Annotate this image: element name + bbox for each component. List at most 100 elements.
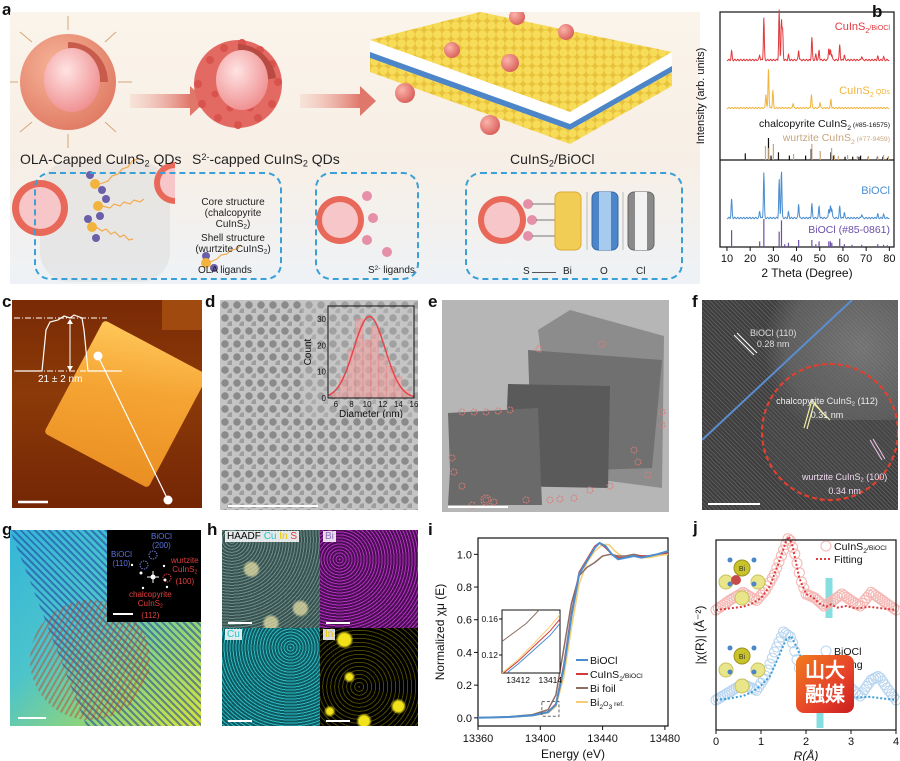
inset-curve xyxy=(506,623,560,673)
ola-ligands-label: OLA ligands xyxy=(198,265,252,276)
scale-bar xyxy=(228,622,252,624)
panel-label-g: g xyxy=(2,520,13,539)
scan-end-marker xyxy=(163,495,173,505)
coordination-structure-icon: Bi xyxy=(718,645,766,694)
legend-label: CuInS2/BiOCl xyxy=(834,541,887,555)
biocl-nanosheet-icon xyxy=(370,9,672,144)
wurtzite-100-spot-label: wurtzite CuInS2 (100) xyxy=(171,556,199,587)
cu-map: Cu xyxy=(222,628,320,726)
x-tick-label: 40 xyxy=(790,253,802,265)
scan-start-marker xyxy=(93,351,103,361)
panel-label-j: j xyxy=(693,518,698,537)
x-axis-title: Energy (eV) xyxy=(541,747,605,761)
panel-label-c: c xyxy=(2,292,12,311)
layer-label-o: O xyxy=(600,266,608,277)
series-label: CuInS2/BiOCl xyxy=(835,21,891,35)
histogram-bar xyxy=(378,355,387,399)
x-tick-label: 8 xyxy=(349,400,354,409)
x-tick-label: 10 xyxy=(721,253,733,265)
panel-label-a: a xyxy=(2,0,12,19)
data-point xyxy=(852,599,864,611)
data-point xyxy=(787,541,798,553)
x-tick-label: 14 xyxy=(394,400,403,409)
s2-detail-box xyxy=(315,172,419,280)
series-label: BiOCl xyxy=(861,185,890,197)
inset-curve xyxy=(503,618,560,673)
biocl-200-spot-label: BiOCl (200) xyxy=(151,532,172,550)
x-tick-label: 2 xyxy=(803,736,809,748)
legend-label: Bi foil xyxy=(590,683,616,695)
x-tick-label: 30 xyxy=(767,253,779,265)
qd-outline xyxy=(760,362,898,502)
height-profile-line xyxy=(16,314,122,372)
y-tick-label: 30 xyxy=(317,315,326,324)
x-axis-title: 2 Theta (Degree) xyxy=(761,266,852,280)
y-axis-title: Count xyxy=(303,338,314,365)
s2-capped-qd-label: S2--capped CuInS2 QDs xyxy=(192,151,340,169)
cu-map-label: Cu xyxy=(225,629,242,640)
interface-line xyxy=(702,300,853,441)
data-point xyxy=(769,646,780,658)
cuins2-biocl-label: CuInS2/BiOCl xyxy=(510,151,595,169)
eds-mapping: HAADF Cu In S Bi Cu In xyxy=(222,530,418,726)
inset-curve xyxy=(502,610,540,642)
plot-frame xyxy=(477,537,669,727)
ola-capped-qd-icon xyxy=(6,16,132,148)
data-point xyxy=(816,598,828,610)
hrtem-image: BiOCl (110) 0.28 nm chalcopyrite CuInS2 (… xyxy=(702,300,898,510)
haadf-overlay-map: HAADF Cu In S xyxy=(222,530,320,628)
data-point xyxy=(769,568,780,580)
panel-label-d: d xyxy=(205,292,216,311)
legend-label: Bi2O3 ref. xyxy=(590,697,624,711)
scale-bar xyxy=(228,505,318,507)
data-point xyxy=(784,631,796,643)
x-tick-label: 20 xyxy=(744,253,756,265)
scale-bar xyxy=(18,717,46,719)
heterostructure-detail-illustration xyxy=(478,191,655,251)
legend-label: CuInS2/BiOCl xyxy=(590,669,643,683)
x-tick-label: 70 xyxy=(860,253,872,265)
y-tick-label: 10 xyxy=(317,368,326,377)
series-label: CuInS2 QDs xyxy=(839,85,890,99)
y-tick-label: 20 xyxy=(317,341,326,350)
reference-label: BiOCl (#85-0861) xyxy=(808,224,890,236)
y-tick-label: 0.2 xyxy=(457,680,472,692)
chalcopyrite-112-spot-label: chalcopyrite CuInS2 (112) xyxy=(129,590,172,621)
inset-frame xyxy=(501,609,561,674)
y-tick-label: 0 xyxy=(322,394,327,403)
scale-bar xyxy=(228,720,252,722)
xrd-chart: 10 20 30 40 50 60 70 80 2 Theta (Degree) Intensit… xyxy=(695,9,895,280)
x-tick-label: 4 xyxy=(893,736,899,748)
x-axis-title: R(Å) xyxy=(794,748,819,761)
data-point xyxy=(764,658,776,670)
watermark-logo: 山大 融媒 xyxy=(796,655,854,713)
y-tick-label: 0.4 xyxy=(457,647,472,659)
data-point xyxy=(796,576,807,588)
wurtzite-100-annotation: wurtzite CuInS2 (100) 0.34 nm xyxy=(802,472,888,497)
ola-detail-box xyxy=(34,172,282,280)
plot-frame xyxy=(327,305,415,399)
x-tick-label: 50 xyxy=(814,253,826,265)
qd-markers xyxy=(448,340,666,509)
profile-scan-line xyxy=(97,355,169,501)
panel-label-f: f xyxy=(692,292,698,311)
y-tick-label: 0.8 xyxy=(457,582,472,594)
inset-y-tick-label: 0.16 xyxy=(481,614,498,624)
layer-label-cl: Cl xyxy=(636,266,646,277)
y-axis-title: Intensity (arb. units) xyxy=(695,48,707,145)
panel-label-e: e xyxy=(428,292,438,311)
layer-label-bi: Bi xyxy=(563,266,572,277)
panel-a-illustration xyxy=(6,9,672,282)
data-point xyxy=(773,556,785,568)
zoom-region-marker xyxy=(541,700,560,717)
x-tick-label: 16 xyxy=(410,400,418,409)
biocl-sheet xyxy=(448,408,542,505)
x-tick-label: 12 xyxy=(378,400,387,409)
reference-label: wurtzite CuInS2 (#77-9459) xyxy=(782,132,890,146)
height-profile-overlay xyxy=(14,314,173,505)
x-tick-label: 0 xyxy=(713,736,719,748)
s2-ligands-label: S2- ligands xyxy=(368,265,415,276)
gaussian-fit-curve xyxy=(327,315,415,398)
scale-bar xyxy=(326,720,350,722)
coordination-structure-icon: Bi xyxy=(718,557,766,606)
